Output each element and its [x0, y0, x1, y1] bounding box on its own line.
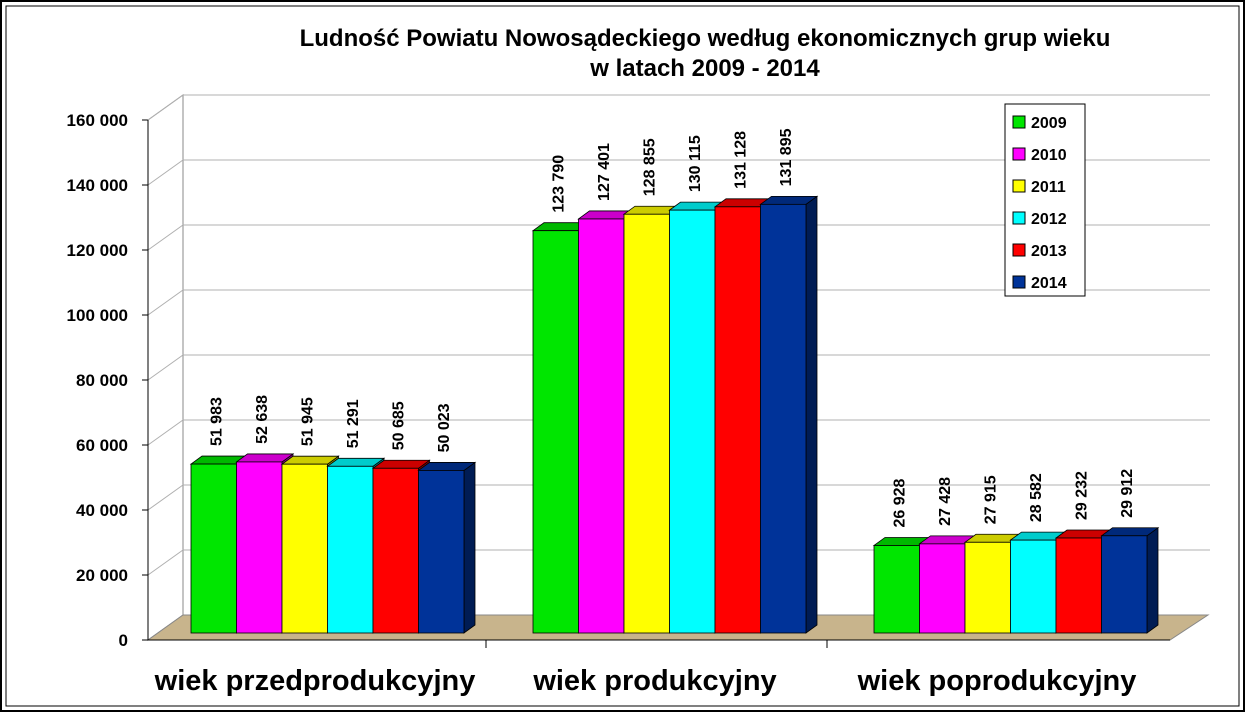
legend-label: 2011 — [1031, 179, 1066, 196]
data-label: 26 928 — [892, 478, 909, 527]
y-tick-label: 0 — [119, 631, 128, 650]
bar-side — [805, 195, 818, 634]
data-label: 128 855 — [642, 138, 659, 196]
bar-front — [964, 541, 1011, 634]
bar — [1100, 527, 1160, 634]
legend-swatch — [1012, 115, 1026, 129]
bar-side — [1146, 527, 1159, 634]
y-tick-label: 100 000 — [67, 306, 128, 325]
grid-line — [147, 354, 1210, 381]
chart-title: Ludność Powiatu Nowosądeckiego według ek… — [300, 25, 1111, 52]
legend-swatch — [1012, 243, 1026, 257]
grid-line — [147, 484, 1210, 511]
legend-label: 2014 — [1031, 275, 1067, 292]
x-tick-label: wiek produkcyjny — [532, 665, 776, 697]
bar-front — [714, 206, 761, 634]
bar-front — [236, 461, 283, 634]
grid-line — [147, 289, 1210, 316]
bar-front — [578, 218, 625, 634]
legend-swatch — [1012, 147, 1026, 161]
bar-side — [463, 461, 476, 634]
y-tick-label: 160 000 — [67, 111, 128, 130]
legend-label: 2010 — [1031, 147, 1067, 164]
legend-swatch — [1012, 179, 1026, 193]
bar-front — [669, 209, 716, 634]
data-label: 51 983 — [209, 397, 226, 446]
bar-front — [1055, 537, 1102, 634]
x-tick-label: wiek poprodukcyjny — [857, 665, 1137, 697]
data-label: 52 638 — [254, 395, 271, 444]
x-tick-label: wiek przedprodukcyjny — [154, 665, 476, 697]
bar — [417, 461, 477, 634]
data-label: 50 023 — [436, 403, 453, 452]
bar-front — [281, 463, 328, 634]
grid-line — [147, 94, 1210, 121]
data-label: 131 128 — [733, 131, 750, 189]
data-label: 51 291 — [345, 399, 362, 448]
y-tick-label: 60 000 — [76, 436, 128, 455]
data-label: 127 401 — [596, 143, 613, 201]
chart-subtitle: w latach 2009 - 2014 — [589, 55, 820, 82]
bar-front — [1010, 539, 1057, 634]
legend-swatch — [1012, 211, 1026, 225]
y-tick-label: 120 000 — [67, 241, 128, 260]
y-tick-label: 20 000 — [76, 566, 128, 585]
bar — [759, 195, 819, 634]
grid-line — [147, 549, 1210, 576]
bar — [872, 536, 932, 634]
bar-front — [919, 543, 966, 634]
grid-line — [147, 419, 1210, 446]
bar-front — [532, 230, 579, 634]
data-label: 29 232 — [1074, 471, 1091, 520]
bar-front — [623, 213, 670, 634]
data-label: 29 912 — [1119, 469, 1136, 518]
data-label: 28 582 — [1028, 473, 1045, 522]
y-tick-label: 140 000 — [67, 176, 128, 195]
data-label: 27 915 — [983, 475, 1000, 524]
inner-frame — [5, 5, 1240, 707]
grid-line — [147, 224, 1210, 251]
grid-line — [147, 159, 1210, 186]
bar-front — [873, 545, 920, 634]
legend-swatch — [1012, 275, 1026, 289]
legend-box — [1004, 103, 1086, 297]
bar-front — [190, 463, 237, 634]
bar-front — [418, 470, 465, 634]
data-label: 131 895 — [778, 128, 795, 186]
legend-label: 2013 — [1031, 243, 1067, 260]
data-label: 123 790 — [551, 155, 568, 213]
bar-front — [760, 203, 807, 634]
y-tick-label: 80 000 — [76, 371, 128, 390]
data-label: 27 428 — [937, 477, 954, 526]
data-label: 130 115 — [687, 135, 704, 192]
legend-label: 2009 — [1031, 115, 1067, 132]
bar-front — [1101, 535, 1148, 634]
legend-label: 2012 — [1031, 211, 1067, 228]
data-label: 50 685 — [391, 401, 408, 450]
bar-front — [327, 465, 374, 634]
bar-front — [372, 467, 419, 634]
y-tick-label: 40 000 — [76, 501, 128, 520]
data-label: 51 945 — [300, 397, 317, 446]
